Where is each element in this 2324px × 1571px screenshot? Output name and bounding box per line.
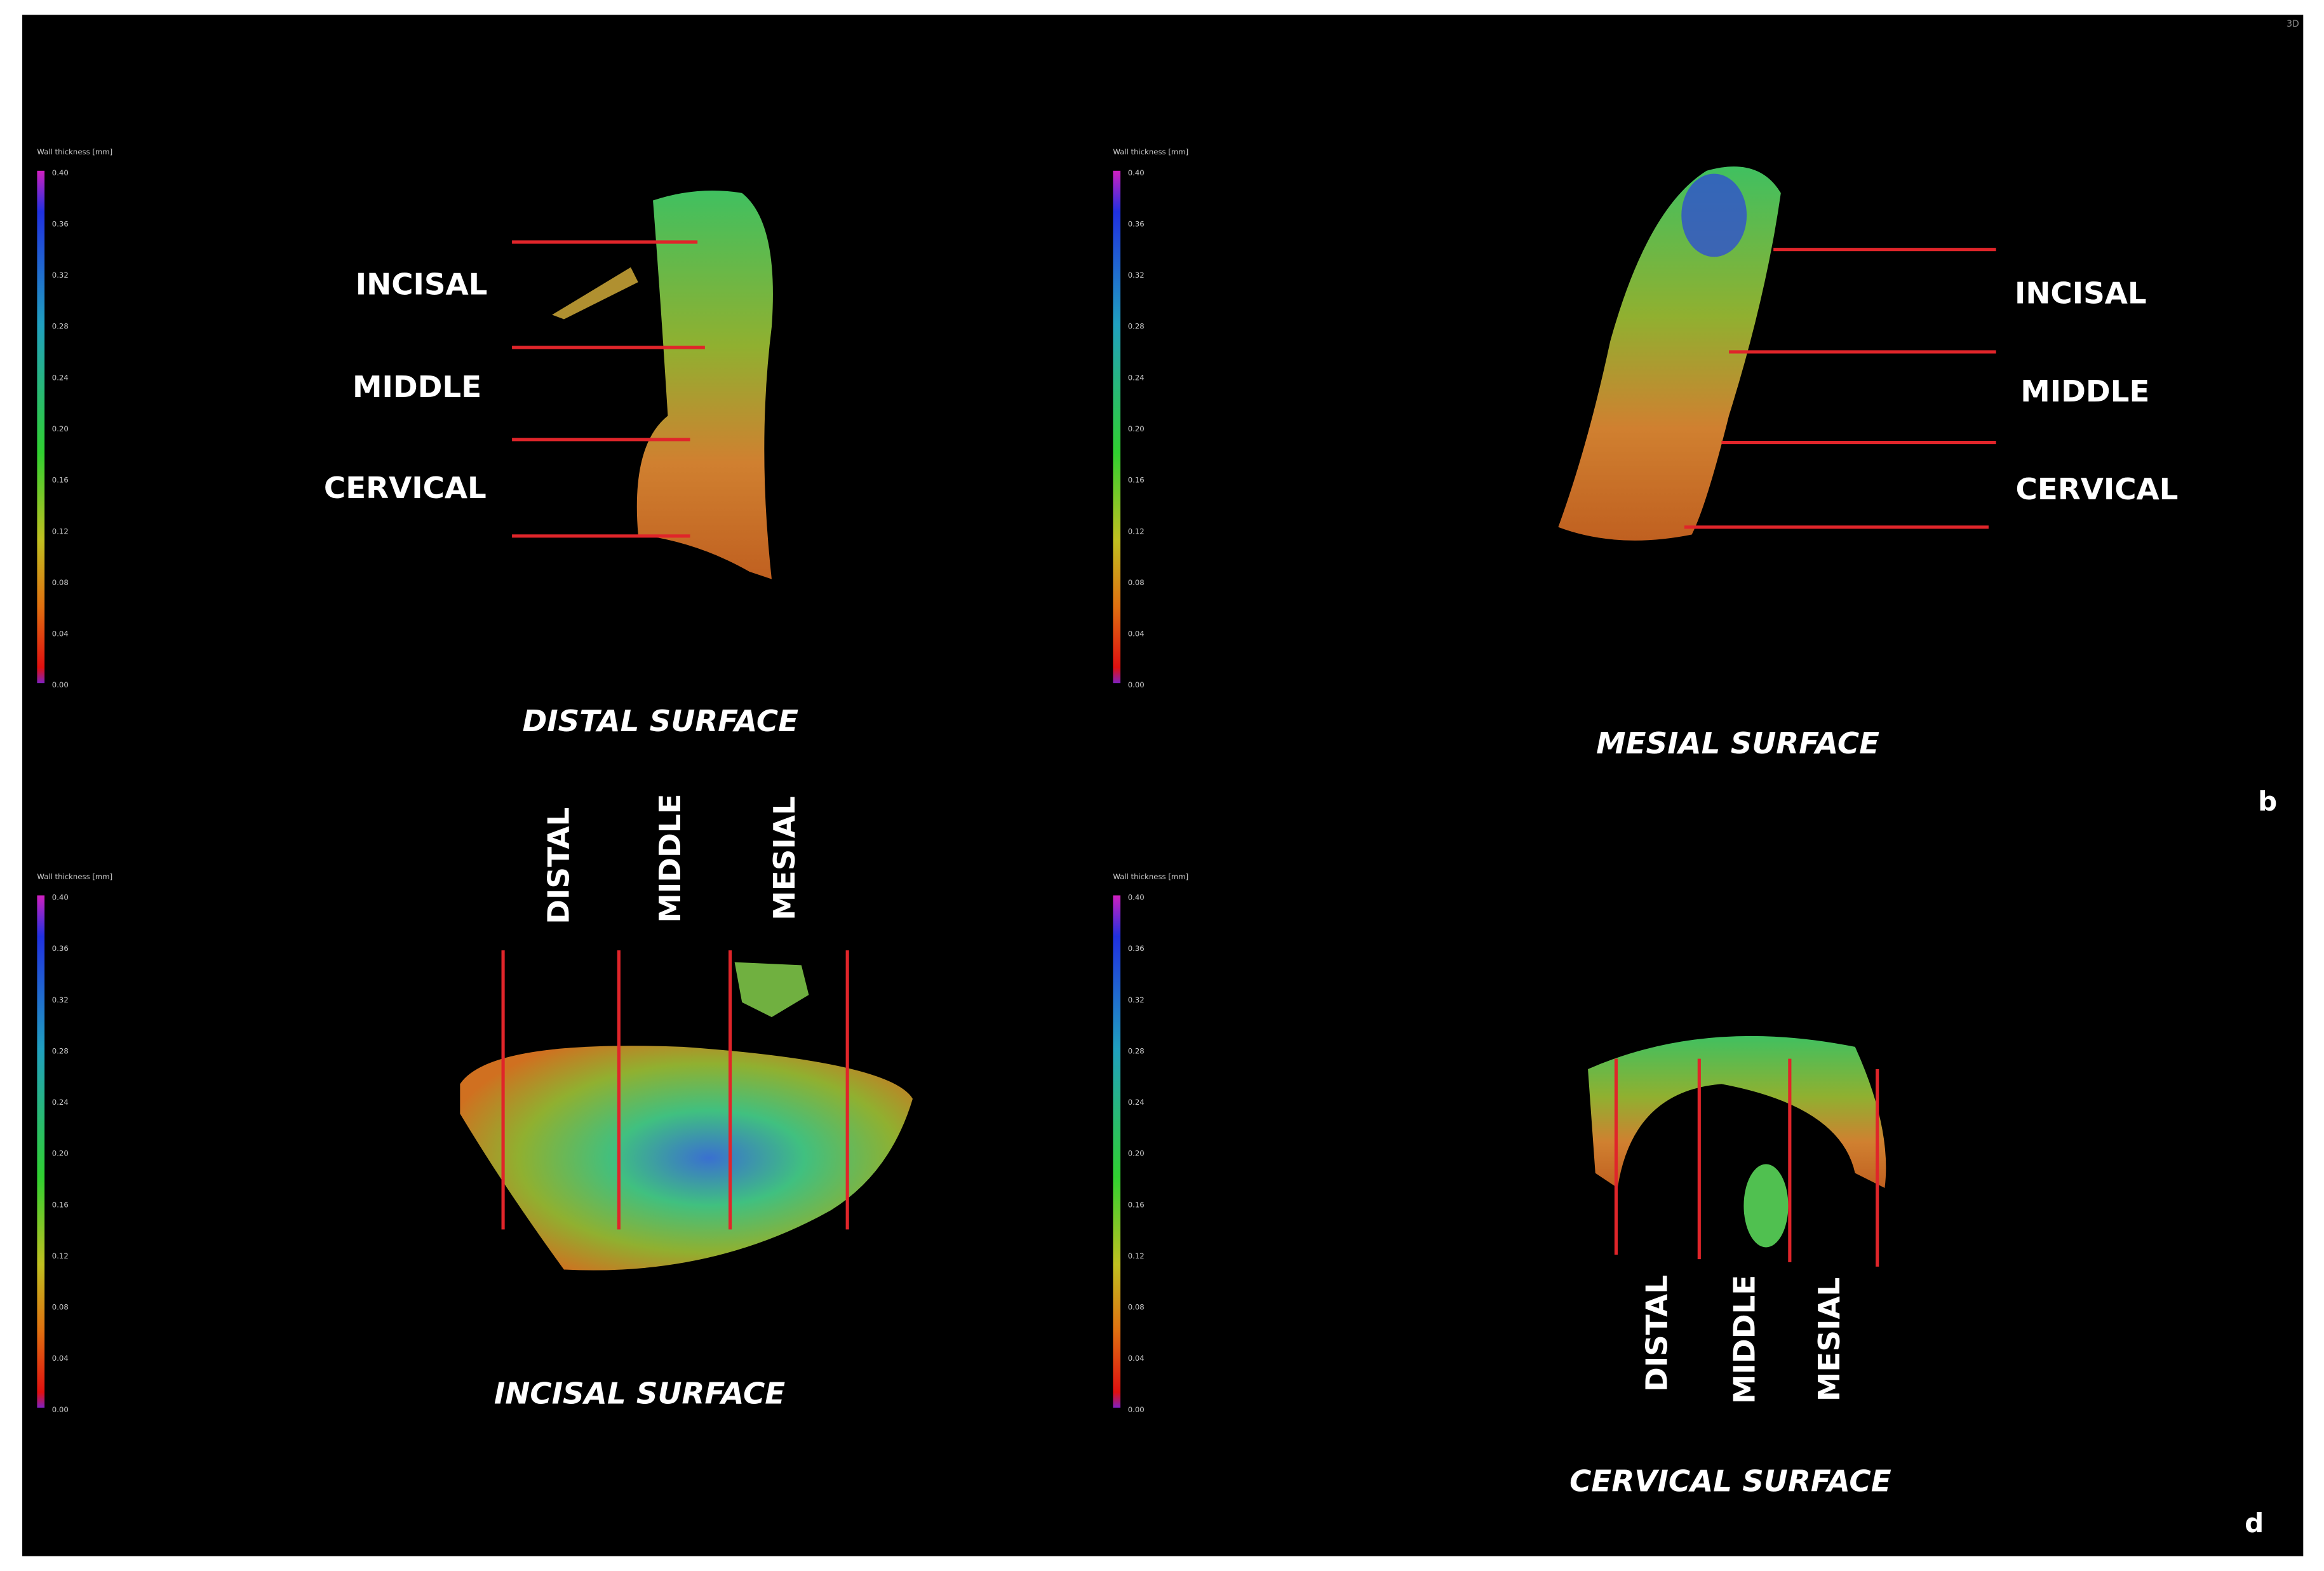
- colorbar-title: Wall thickness [mm]: [1113, 872, 1188, 881]
- panel-label: (d): [1206, 1469, 1257, 1514]
- fragment-a: [552, 267, 638, 320]
- colorbar-tick: 0.00: [1128, 1405, 1145, 1414]
- region-label: MIDDLE: [1728, 1275, 1763, 1404]
- colorbar-tick: 0.24: [1128, 373, 1145, 382]
- corner-letter: d: [2245, 1507, 2264, 1539]
- region-label: MIDDLE: [654, 793, 688, 922]
- colorbar-tick: 0.40: [52, 893, 69, 901]
- colorbar-tick: 0.00: [1128, 680, 1145, 689]
- colorbar-tick: 0.24: [52, 1098, 69, 1107]
- colorbar-tick: 0.32: [1128, 995, 1145, 1004]
- surface-title: CERVICAL SURFACE: [1569, 1465, 1891, 1499]
- colorbar-tick: 0.08: [52, 1303, 69, 1312]
- colorbar-title: Wall thickness [mm]: [37, 872, 112, 881]
- colorbar-tick: 0.12: [52, 1251, 69, 1260]
- panel-label: (b): [1192, 731, 1242, 776]
- tooth-c: [460, 1046, 913, 1271]
- panel-label: (c): [131, 1466, 178, 1511]
- colorbar-tick: 0.40: [1128, 893, 1145, 901]
- region-label: MIDDLE: [2020, 375, 2149, 409]
- colorbar-tick: 0.28: [52, 1046, 69, 1055]
- colorbar-tick: 0.08: [1128, 1303, 1145, 1312]
- region-label: CERVICAL: [2016, 473, 2179, 507]
- fragment-d: [1743, 1164, 1789, 1248]
- colorbar-tick: 0.20: [1128, 424, 1145, 433]
- region-label: INCISAL: [2015, 277, 2147, 311]
- region-label: MESIAL: [768, 796, 802, 920]
- colorbar-tick: 0.04: [1128, 630, 1145, 638]
- colorbar-tick: 0.04: [52, 630, 69, 638]
- colorbar: [37, 170, 45, 684]
- region-label: DISTAL: [1641, 1275, 1675, 1392]
- colorbar-tick: 0.20: [52, 424, 69, 433]
- colorbar-tick: 0.32: [52, 271, 69, 280]
- colorbar: [37, 895, 45, 1408]
- colorbar-tick: 0.12: [52, 527, 69, 536]
- colorbar-tick: 0.00: [52, 1405, 69, 1414]
- colorbar-tick: 0.08: [52, 578, 69, 587]
- corner-mark: 3D: [2287, 19, 2299, 29]
- region-label: CERVICAL: [324, 471, 487, 506]
- colorbar-tick: 0.32: [52, 995, 69, 1004]
- colorbar-tick: 0.16: [1128, 476, 1145, 485]
- corner-letter: b: [2258, 786, 2277, 817]
- region-label: DISTAL: [542, 807, 577, 924]
- colorbar-tick: 0.16: [1128, 1200, 1145, 1209]
- colorbar-tick: 0.32: [1128, 271, 1145, 280]
- colorbar-tick: 0.40: [52, 168, 69, 177]
- colorbar-tick: 0.04: [1128, 1354, 1145, 1363]
- colorbar-tick: 0.20: [52, 1149, 69, 1158]
- colorbar-tick: 0.28: [1128, 322, 1145, 331]
- colorbar-tick: 0.40: [1128, 168, 1145, 177]
- tooth-d: [1588, 1035, 1886, 1188]
- region-label: MIDDLE: [353, 370, 481, 405]
- colorbar-tick: 0.20: [1128, 1149, 1145, 1158]
- colorbar-tick: 0.28: [1128, 1046, 1145, 1055]
- colorbar-tick: 0.36: [1128, 944, 1145, 953]
- colorbar-title: Wall thickness [mm]: [1113, 147, 1188, 156]
- colorbar-tick: 0.08: [1128, 578, 1145, 587]
- colorbar-tick: 0.36: [1128, 219, 1145, 228]
- colorbar: [1113, 170, 1121, 684]
- colorbar-tick: 0.12: [1128, 1251, 1145, 1260]
- region-label: MESIAL: [1813, 1278, 1847, 1401]
- surface-title: INCISAL SURFACE: [494, 1377, 785, 1412]
- colorbar-title: Wall thickness [mm]: [37, 147, 112, 156]
- colorbar-tick: 0.36: [52, 944, 69, 953]
- tooth-b: [1558, 166, 1781, 541]
- colorbar-tick: 0.12: [1128, 527, 1145, 536]
- background: [22, 15, 2304, 1556]
- tooth-a: [636, 190, 773, 579]
- colorbar-tick: 0.04: [52, 1354, 69, 1363]
- fragment-c: [734, 962, 809, 1018]
- colorbar-tick: 0.24: [1128, 1098, 1145, 1107]
- colorbar-tick: 0.28: [52, 322, 69, 331]
- surface-title: DISTAL SURFACE: [522, 705, 798, 739]
- colorbar-tick: 0.16: [52, 1200, 69, 1209]
- colorbar-tick: 0.16: [52, 476, 69, 485]
- colorbar-tick: 0.36: [52, 219, 69, 228]
- colorbar-tick: 0.00: [52, 680, 69, 689]
- colorbar: [1113, 895, 1121, 1408]
- colorbar-tick: 0.24: [52, 373, 69, 382]
- thick-area-b: [1681, 173, 1747, 257]
- surface-title: MESIAL SURFACE: [1596, 727, 1879, 761]
- panel-label: (a): [120, 734, 168, 779]
- region-label: INCISAL: [356, 268, 488, 302]
